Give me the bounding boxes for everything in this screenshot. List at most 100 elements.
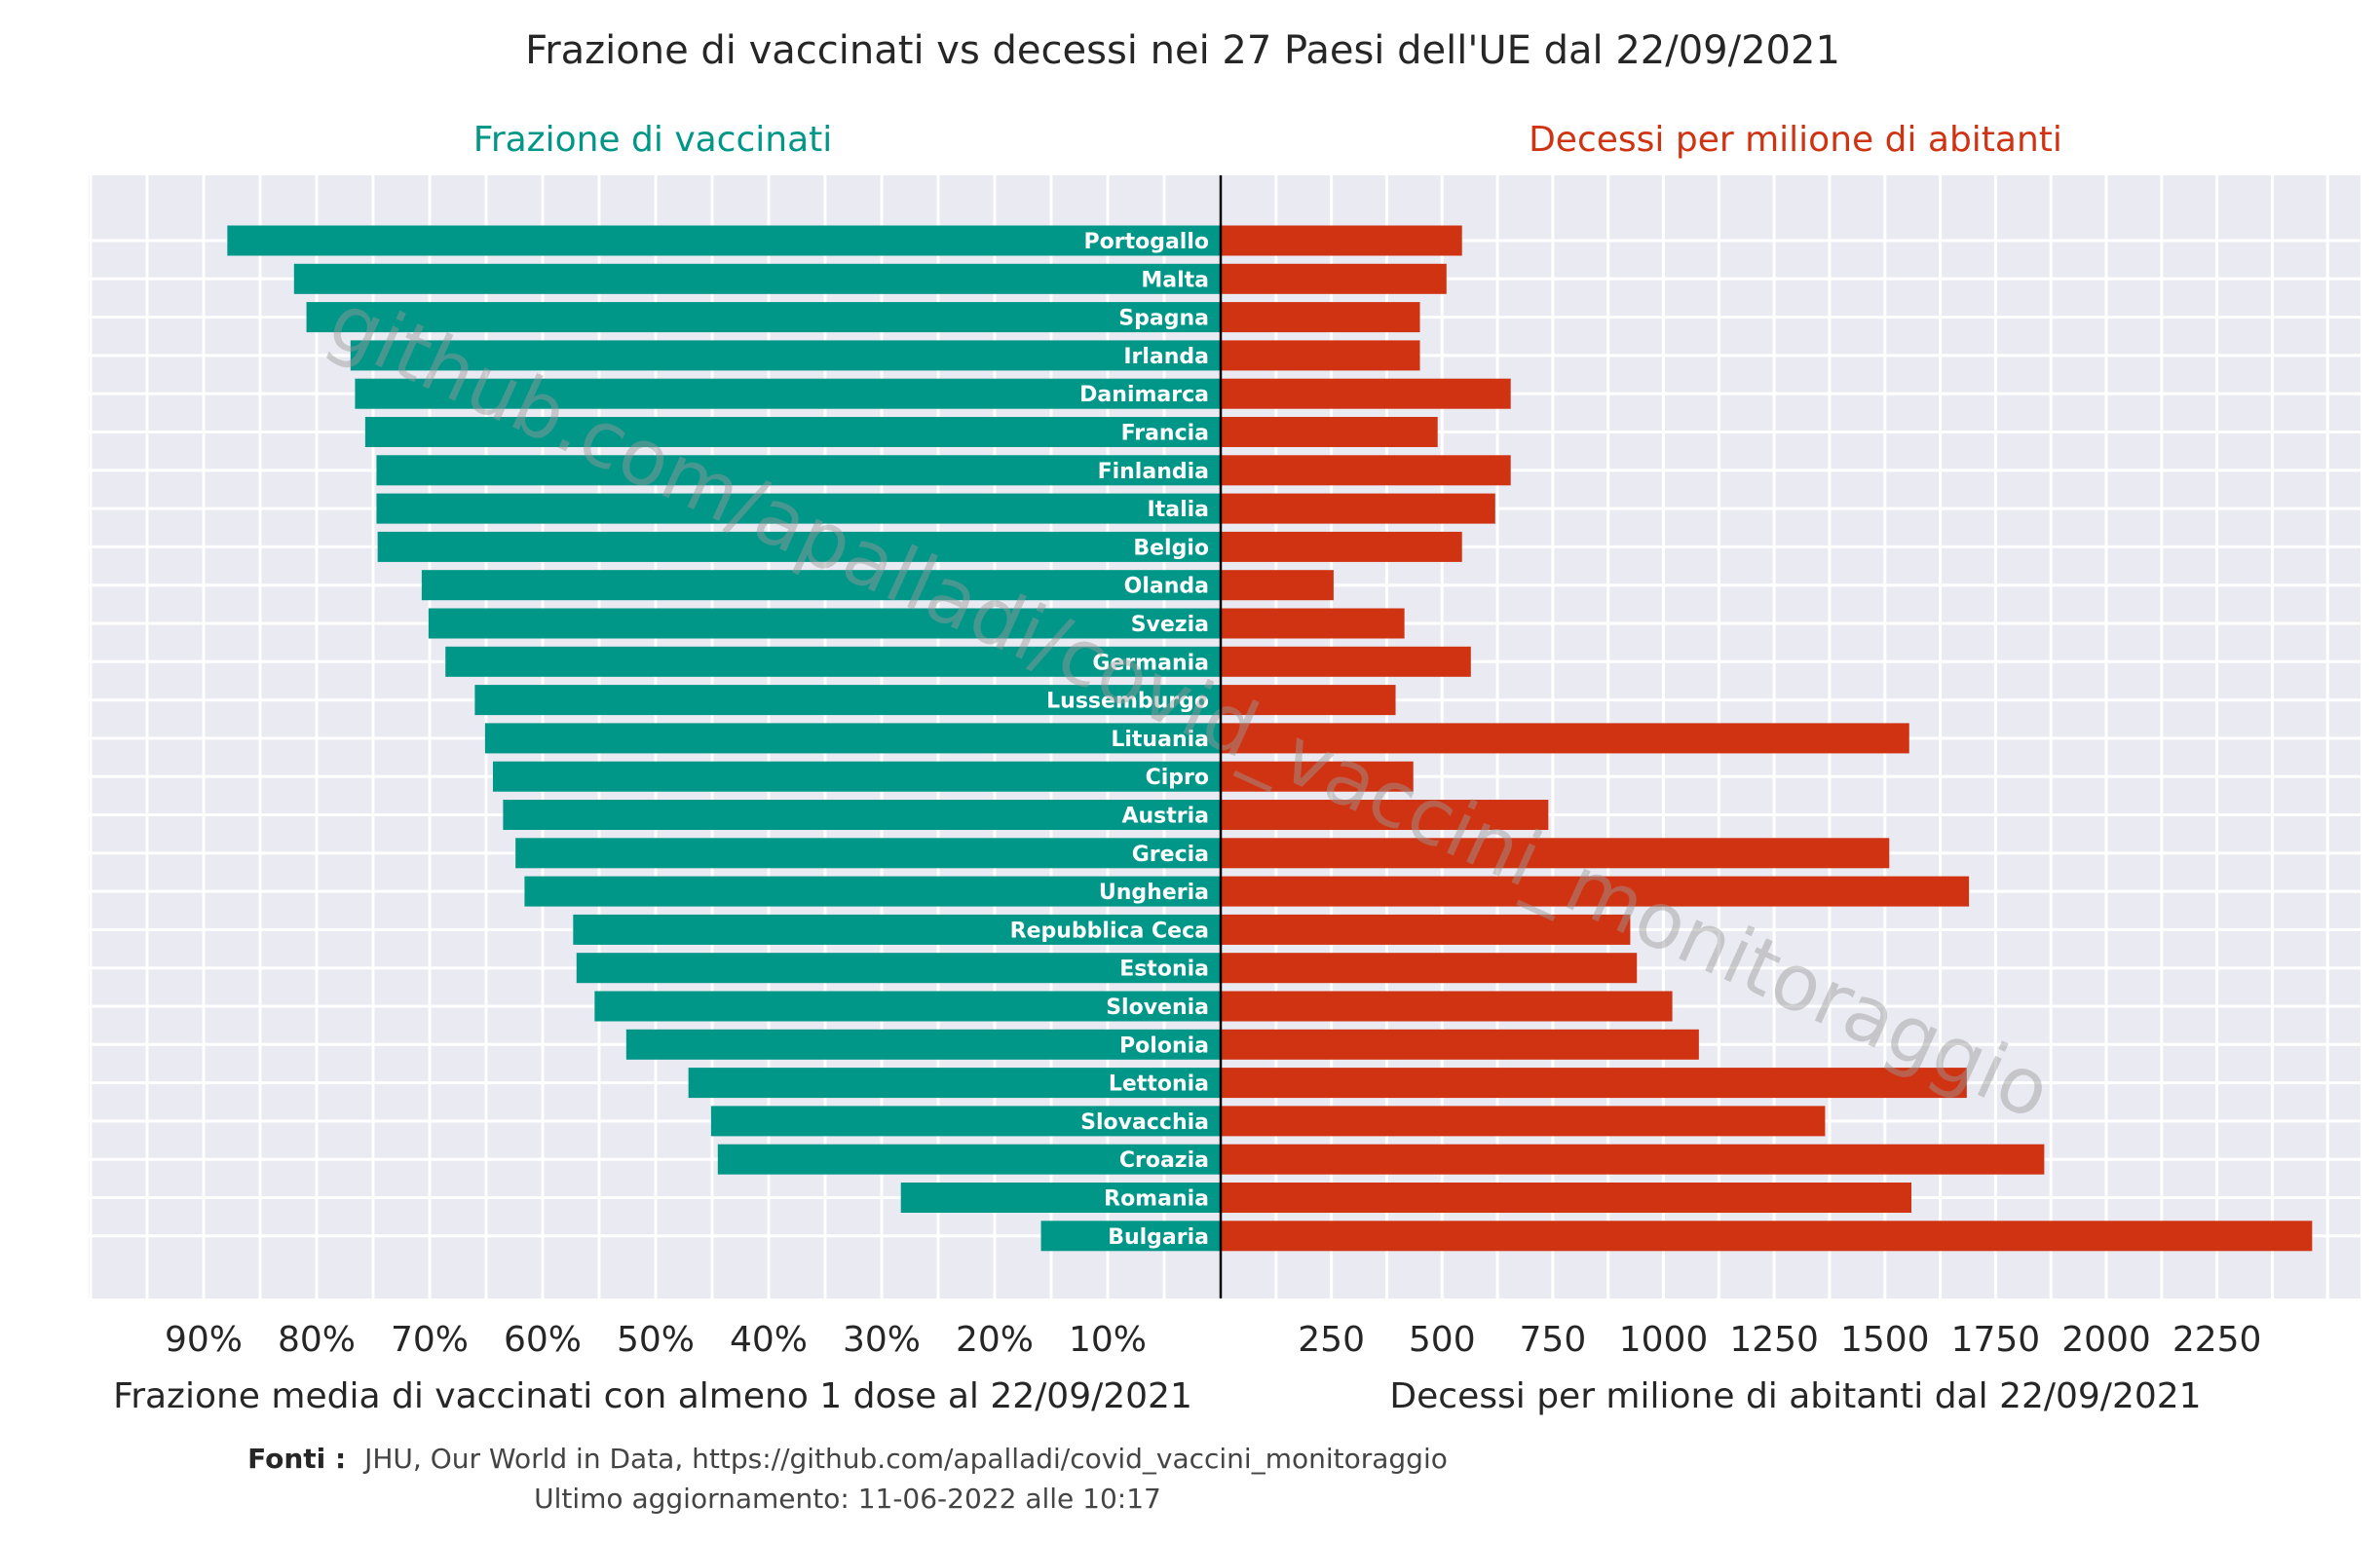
country-label: Bulgaria bbox=[1108, 1225, 1209, 1250]
chart-title: Frazione di vaccinati vs decessi nei 27 … bbox=[525, 28, 1840, 73]
vaccinated-bar bbox=[376, 493, 1222, 524]
country-label: Repubblica Ceca bbox=[1010, 919, 1209, 943]
country-label: Ungheria bbox=[1099, 881, 1209, 905]
vaccinated-bar bbox=[710, 1106, 1221, 1137]
vaccinated-bar bbox=[688, 1068, 1221, 1099]
country-label: Slovacchia bbox=[1080, 1110, 1209, 1135]
country-label: Malta bbox=[1141, 268, 1209, 292]
left-x-tick-label: 10% bbox=[1069, 1320, 1147, 1360]
deaths-bar bbox=[1221, 646, 1471, 677]
left-x-tick-label: 90% bbox=[165, 1320, 243, 1360]
vaccinated-bar bbox=[625, 1029, 1221, 1060]
deaths-bar bbox=[1221, 761, 1414, 792]
left-x-axis-label: Frazione media di vaccinati con almeno 1… bbox=[113, 1376, 1192, 1416]
right-x-tick-label: 250 bbox=[1298, 1320, 1365, 1360]
deaths-bar bbox=[1221, 800, 1549, 830]
footer-sources: Fonti : JHU, Our World in Data, https://… bbox=[247, 1443, 1448, 1475]
vaccinated-bar bbox=[445, 646, 1221, 677]
country-label: Italia bbox=[1148, 498, 1209, 522]
deaths-bar bbox=[1221, 838, 1890, 869]
country-label: Grecia bbox=[1132, 843, 1209, 867]
left-x-tick-label: 30% bbox=[843, 1320, 921, 1360]
country-label: Lettonia bbox=[1109, 1072, 1209, 1097]
right-x-axis-label: Decessi per milione di abitanti dal 22/0… bbox=[1389, 1376, 2201, 1416]
right-x-tick-label: 2000 bbox=[2061, 1320, 2151, 1360]
left-x-tick-label: 60% bbox=[504, 1320, 582, 1360]
footer-updated: Ultimo aggiornamento: 11-06-2022 alle 10… bbox=[534, 1483, 1161, 1515]
deaths-bar bbox=[1221, 378, 1511, 409]
deaths-bar bbox=[1221, 455, 1511, 486]
deaths-bar bbox=[1221, 570, 1334, 601]
deaths-bar bbox=[1221, 263, 1447, 294]
right-x-tick-label: 1500 bbox=[1840, 1320, 1930, 1360]
right-x-tick-label: 750 bbox=[1520, 1320, 1587, 1360]
vaccinated-bar bbox=[594, 991, 1221, 1022]
footer-sources-label: Fonti : bbox=[247, 1443, 346, 1475]
vaccinated-bar bbox=[364, 417, 1221, 447]
country-label: Slovenia bbox=[1106, 996, 1209, 1020]
deaths-bar bbox=[1221, 723, 1909, 754]
deaths-bar bbox=[1221, 953, 1638, 984]
country-label: Svezia bbox=[1131, 613, 1209, 637]
deaths-bar bbox=[1221, 225, 1462, 256]
country-label: Lituania bbox=[1111, 728, 1209, 752]
vaccinated-bar bbox=[484, 723, 1222, 754]
deaths-bar bbox=[1221, 608, 1405, 639]
right-panel-subtitle: Decessi per milione di abitanti bbox=[1529, 120, 2062, 160]
vaccinated-bar bbox=[576, 953, 1221, 984]
right-x-tick-label: 1750 bbox=[1951, 1320, 2041, 1360]
vaccinated-bar bbox=[524, 876, 1221, 907]
vaccinated-bar bbox=[377, 531, 1221, 562]
vaccinated-bar bbox=[421, 570, 1221, 601]
country-label: Polonia bbox=[1119, 1034, 1209, 1058]
deaths-bar bbox=[1221, 1106, 1826, 1137]
vaccinated-bar bbox=[293, 263, 1221, 294]
country-label: Romania bbox=[1104, 1187, 1209, 1212]
left-panel-subtitle: Frazione di vaccinati bbox=[473, 120, 833, 160]
country-label: Croazia bbox=[1119, 1148, 1209, 1173]
vaccinated-bar bbox=[474, 685, 1221, 716]
left-x-tick-label: 50% bbox=[617, 1320, 695, 1360]
vaccinated-bar bbox=[503, 800, 1221, 830]
country-label: Portogallo bbox=[1083, 230, 1209, 254]
vaccinated-bar bbox=[355, 378, 1221, 409]
country-label: Finlandia bbox=[1098, 460, 1209, 484]
country-label: Olanda bbox=[1124, 575, 1209, 599]
country-label: Cipro bbox=[1146, 766, 1209, 790]
right-x-tick-label: 2250 bbox=[2172, 1320, 2262, 1360]
vaccinated-bar bbox=[515, 838, 1221, 869]
vaccinated-bar bbox=[900, 1183, 1221, 1213]
country-label: Germania bbox=[1092, 651, 1209, 675]
deaths-bar bbox=[1221, 1029, 1699, 1060]
right-x-tick-label: 1250 bbox=[1729, 1320, 1819, 1360]
vaccinated-bar bbox=[306, 302, 1221, 333]
vaccinated-bar bbox=[573, 914, 1221, 945]
vaccinated-bar bbox=[1040, 1221, 1221, 1252]
country-label: Austria bbox=[1121, 805, 1209, 829]
left-x-tick-label: 20% bbox=[956, 1320, 1034, 1360]
country-label: Irlanda bbox=[1123, 345, 1209, 369]
country-label: Estonia bbox=[1119, 958, 1209, 982]
vaccinated-bar bbox=[717, 1144, 1221, 1175]
country-label: Lussemburgo bbox=[1046, 690, 1209, 714]
right-x-tick-label: 500 bbox=[1409, 1320, 1476, 1360]
vaccinated-bar bbox=[428, 608, 1222, 639]
country-label: Spagna bbox=[1118, 307, 1209, 331]
deaths-bar bbox=[1221, 1183, 1912, 1213]
deaths-bar bbox=[1221, 914, 1631, 945]
left-x-tick-label: 80% bbox=[278, 1320, 356, 1360]
country-label: Belgio bbox=[1133, 536, 1209, 560]
left-x-tick-label: 40% bbox=[730, 1320, 808, 1360]
deaths-bar bbox=[1221, 876, 1970, 907]
deaths-bar bbox=[1221, 685, 1396, 716]
footer-sources-text: JHU, Our World in Data, https://github.c… bbox=[362, 1443, 1448, 1475]
deaths-bar bbox=[1221, 340, 1420, 371]
deaths-bar bbox=[1221, 531, 1462, 562]
deaths-bar bbox=[1221, 493, 1495, 524]
deaths-bar bbox=[1221, 991, 1673, 1022]
deaths-bar bbox=[1221, 1068, 1967, 1099]
right-x-tick-label: 1000 bbox=[1619, 1320, 1709, 1360]
vaccinated-bar bbox=[492, 761, 1222, 792]
vaccinated-bar bbox=[350, 340, 1221, 371]
